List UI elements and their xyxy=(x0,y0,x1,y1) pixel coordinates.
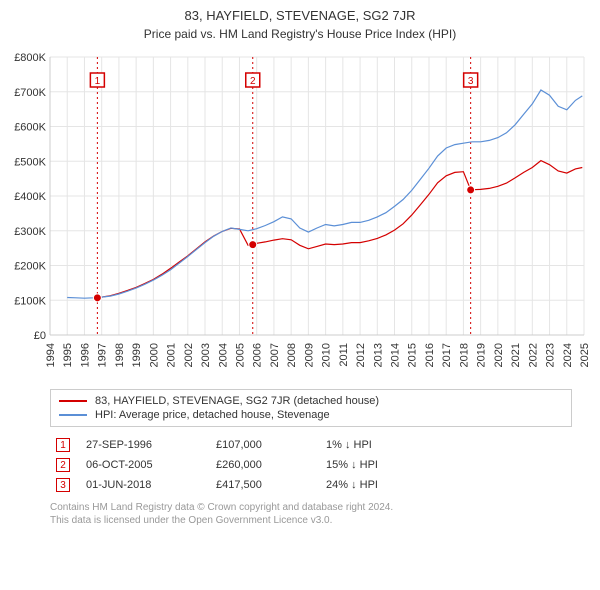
svg-text:2016: 2016 xyxy=(424,343,436,367)
transaction-badge: 3 xyxy=(56,478,70,492)
svg-text:2009: 2009 xyxy=(303,343,315,367)
transaction-badge: 1 xyxy=(56,438,70,452)
legend-label: HPI: Average price, detached house, Stev… xyxy=(95,409,330,421)
svg-text:1997: 1997 xyxy=(97,343,109,367)
svg-text:2018: 2018 xyxy=(458,343,470,367)
svg-text:£0: £0 xyxy=(34,330,46,342)
footer-line-1: Contains HM Land Registry data © Crown c… xyxy=(50,501,572,514)
transaction-price: £107,000 xyxy=(210,435,320,455)
chart-title: 83, HAYFIELD, STEVENAGE, SG2 7JR xyxy=(8,8,592,23)
svg-text:2002: 2002 xyxy=(183,343,195,367)
legend-item: 83, HAYFIELD, STEVENAGE, SG2 7JR (detach… xyxy=(59,394,563,408)
svg-text:3: 3 xyxy=(468,76,474,87)
svg-text:£600K: £600K xyxy=(14,122,46,134)
svg-text:1995: 1995 xyxy=(62,343,74,367)
svg-text:2023: 2023 xyxy=(545,343,557,367)
svg-text:2: 2 xyxy=(250,76,256,87)
svg-text:2003: 2003 xyxy=(200,343,212,367)
svg-text:£200K: £200K xyxy=(14,261,46,273)
series-hpi xyxy=(67,90,582,298)
svg-text:1996: 1996 xyxy=(79,343,91,367)
transaction-delta: 15% ↓ HPI xyxy=(320,455,572,475)
svg-text:1994: 1994 xyxy=(45,343,57,367)
attribution-footer: Contains HM Land Registry data © Crown c… xyxy=(50,501,572,527)
svg-text:2021: 2021 xyxy=(510,343,522,367)
svg-text:2019: 2019 xyxy=(476,343,488,367)
transactions-table: 1 27-SEP-1996£107,0001% ↓ HPI 2 06-OCT-2005… xyxy=(50,435,572,495)
svg-text:£500K: £500K xyxy=(14,156,46,168)
transaction-marker-3 xyxy=(467,186,475,194)
legend: 83, HAYFIELD, STEVENAGE, SG2 7JR (detach… xyxy=(50,389,572,427)
chart-area: £0 £100K £200K £300K £400K £500K £600K £700K £80… xyxy=(8,49,592,379)
transaction-price: £260,000 xyxy=(210,455,320,475)
svg-text:£700K: £700K xyxy=(14,87,46,99)
svg-text:2012: 2012 xyxy=(355,343,367,367)
svg-text:£400K: £400K xyxy=(14,191,46,203)
legend-swatch xyxy=(59,414,87,416)
legend-swatch xyxy=(59,400,87,402)
svg-text:1998: 1998 xyxy=(114,343,126,367)
svg-text:2005: 2005 xyxy=(234,343,246,367)
svg-text:2006: 2006 xyxy=(252,343,264,367)
svg-text:2000: 2000 xyxy=(148,343,160,367)
svg-text:2024: 2024 xyxy=(562,343,574,367)
transaction-badge: 2 xyxy=(56,458,70,472)
svg-text:2017: 2017 xyxy=(441,343,453,367)
svg-text:2013: 2013 xyxy=(372,343,384,367)
transaction-row: 3 01-JUN-2018£417,50024% ↓ HPI xyxy=(50,475,572,495)
svg-text:2025: 2025 xyxy=(579,343,591,367)
svg-text:2020: 2020 xyxy=(493,343,505,367)
transaction-date: 06-OCT-2005 xyxy=(80,455,210,475)
svg-text:1: 1 xyxy=(95,76,101,87)
transaction-marker-1 xyxy=(93,294,101,302)
footer-line-2: This data is licensed under the Open Gov… xyxy=(50,514,572,527)
svg-text:2004: 2004 xyxy=(217,343,229,367)
legend-label: 83, HAYFIELD, STEVENAGE, SG2 7JR (detach… xyxy=(95,395,379,407)
svg-text:2007: 2007 xyxy=(269,343,281,367)
svg-text:2022: 2022 xyxy=(527,343,539,367)
svg-text:£100K: £100K xyxy=(14,295,46,307)
svg-text:2015: 2015 xyxy=(407,343,419,367)
svg-text:1999: 1999 xyxy=(131,343,143,367)
transaction-price: £417,500 xyxy=(210,475,320,495)
svg-text:2008: 2008 xyxy=(286,343,298,367)
transaction-row: 1 27-SEP-1996£107,0001% ↓ HPI xyxy=(50,435,572,455)
transaction-date: 01-JUN-2018 xyxy=(80,475,210,495)
svg-text:2014: 2014 xyxy=(390,343,402,367)
chart-subtitle: Price paid vs. HM Land Registry's House … xyxy=(8,27,592,41)
transaction-delta: 24% ↓ HPI xyxy=(320,475,572,495)
svg-text:£800K: £800K xyxy=(14,52,46,64)
svg-text:2010: 2010 xyxy=(321,343,333,367)
transaction-marker-2 xyxy=(249,241,257,249)
transaction-row: 2 06-OCT-2005£260,00015% ↓ HPI xyxy=(50,455,572,475)
svg-text:2011: 2011 xyxy=(338,343,350,367)
transaction-date: 27-SEP-1996 xyxy=(80,435,210,455)
svg-text:£300K: £300K xyxy=(14,226,46,238)
transaction-delta: 1% ↓ HPI xyxy=(320,435,572,455)
price-chart: £0 £100K £200K £300K £400K £500K £600K £700K £80… xyxy=(8,49,592,379)
svg-text:2001: 2001 xyxy=(166,343,178,367)
legend-item: HPI: Average price, detached house, Stev… xyxy=(59,408,563,422)
